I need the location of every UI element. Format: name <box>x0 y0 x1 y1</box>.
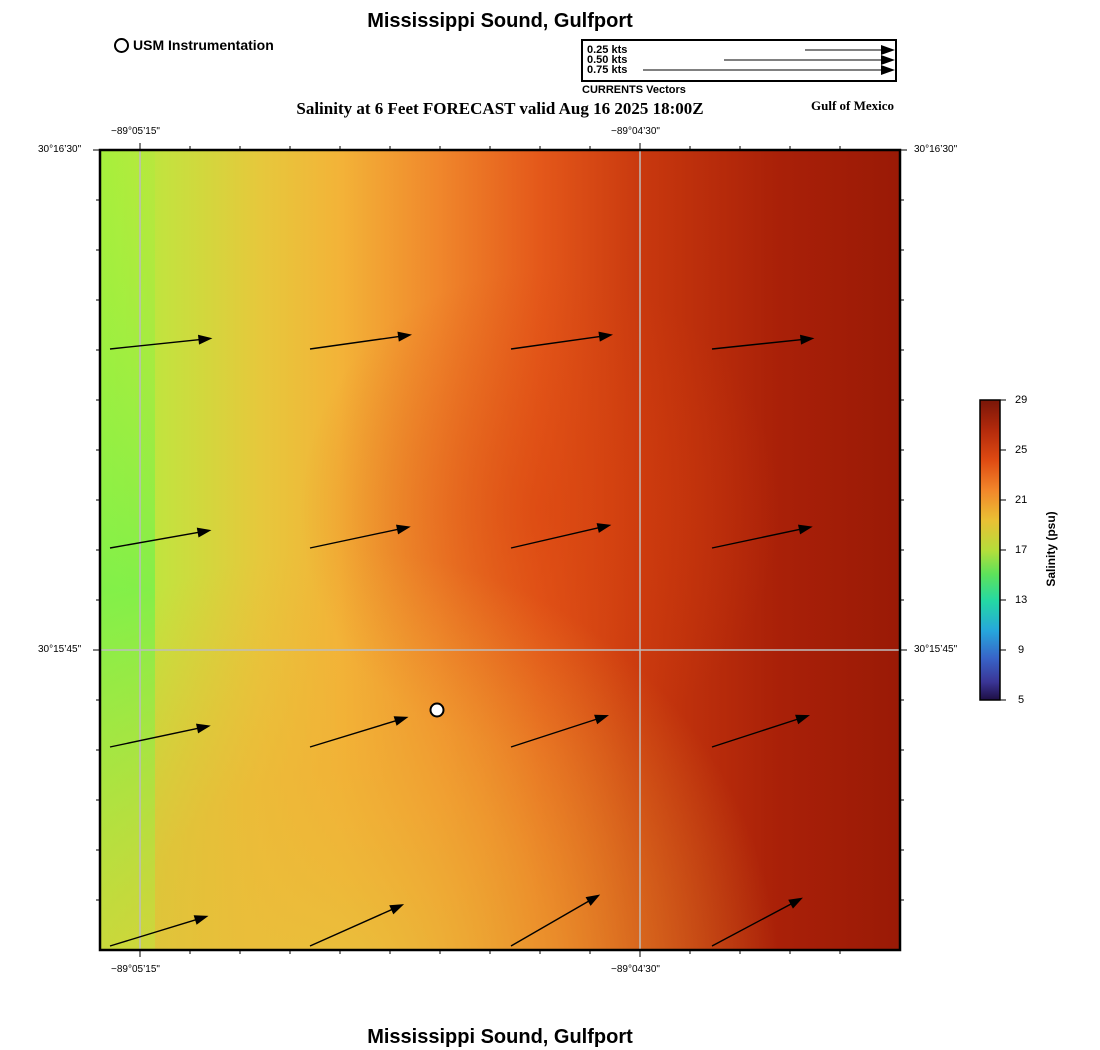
current-vector-shaft <box>109 338 203 350</box>
current-vector-arrow-icon <box>197 334 213 345</box>
colorbar-tick-9: 9 <box>1018 644 1025 656</box>
colorbar-tick-21: 21 <box>1015 494 1028 506</box>
current-vector-arrow-icon <box>397 331 412 342</box>
current-vector-shaft <box>109 726 202 748</box>
lon-label-bottom-1: −89°05’15" <box>111 964 160 975</box>
current-vector-shaft <box>109 531 202 549</box>
current-vector-shaft <box>510 898 592 947</box>
current-vector-shaft <box>510 526 602 549</box>
current-vector-shaft <box>309 719 400 748</box>
station-legend: USM Instrumentation <box>114 37 274 53</box>
colorbar-tick-5: 5 <box>1018 694 1025 706</box>
colorbar-tick-25: 25 <box>1015 444 1028 456</box>
lat-label-left-2: 30°15’45" <box>38 644 82 655</box>
colorbar-tick-13: 13 <box>1015 594 1028 606</box>
current-vector-arrow-icon <box>393 716 409 726</box>
lon-label-bottom-2: −89°04’30" <box>611 964 660 975</box>
station-legend-label: USM Instrumentation <box>133 37 274 53</box>
current-vectors <box>109 331 815 947</box>
current-vector-shaft <box>510 335 604 350</box>
vector-legend-caption: CURRENTS Vectors <box>582 84 686 96</box>
current-vector-shaft <box>309 335 403 350</box>
map-title: Mississippi Sound, Gulfport <box>367 10 633 32</box>
lon-label-top-1: −89°05’15" <box>111 126 160 137</box>
current-vector-shaft <box>309 527 402 549</box>
lat-label-left-1: 30°16’30" <box>38 144 82 155</box>
colorbar-tick-17: 17 <box>1015 544 1028 556</box>
vector-scale-label-075: 0.75 kts <box>587 64 628 76</box>
current-vector-arrow-icon <box>795 714 810 725</box>
current-vector-arrow-icon <box>389 904 405 915</box>
graticule <box>100 150 900 950</box>
current-vector-shaft <box>109 918 200 947</box>
map-footer-title: Mississippi Sound, Gulfport <box>367 1026 633 1048</box>
current-vector-arrow-icon <box>596 523 612 533</box>
colorbar <box>979 399 1006 701</box>
colorbar-ramp <box>979 399 1001 701</box>
current-vector-shaft <box>711 527 804 549</box>
colorbar-tick-29: 29 <box>1015 394 1028 406</box>
region-label: Gulf of Mexico <box>811 98 895 113</box>
current-vector-arrow-icon <box>798 524 813 535</box>
vector-scale-label-050: 0.50 kts <box>587 54 628 66</box>
current-vector-shaft <box>711 717 801 748</box>
lon-label-top-2: −89°04’30" <box>611 126 660 137</box>
current-vector-shaft <box>510 717 600 748</box>
current-vector-shaft <box>711 901 795 947</box>
vector-scale-legend: 0.25 kts 0.50 kts 0.75 kts <box>581 39 897 82</box>
current-vector-arrow-icon <box>788 897 803 909</box>
map-subtitle: Salinity at 6 Feet FORECAST valid Aug 16… <box>296 99 704 118</box>
current-vector-arrow-icon <box>193 915 209 925</box>
current-vector-arrow-icon <box>196 527 212 538</box>
frame-ticks <box>93 143 907 957</box>
current-vector-arrow-icon <box>396 524 411 535</box>
current-vector-shaft <box>711 338 805 350</box>
vector-scale-arrows <box>643 45 895 75</box>
station-marker-icon <box>114 37 129 53</box>
current-vector-arrow-icon <box>799 334 815 345</box>
current-vector-arrow-icon <box>585 894 601 906</box>
current-vector-arrow-icon <box>594 714 609 725</box>
usm-station-marker-icon[interactable] <box>429 702 445 718</box>
current-vector-arrow-icon <box>196 723 211 734</box>
current-vector-shaft <box>309 907 396 947</box>
current-vector-arrow-icon <box>598 331 613 342</box>
salinity-field <box>100 150 900 950</box>
lat-label-right-1: 30°16’30" <box>914 144 958 155</box>
vector-scale-label-025: 0.25 kts <box>587 44 628 56</box>
lat-label-right-2: 30°15’45" <box>914 644 958 655</box>
colorbar-title: Salinity (psu) <box>1044 511 1058 587</box>
